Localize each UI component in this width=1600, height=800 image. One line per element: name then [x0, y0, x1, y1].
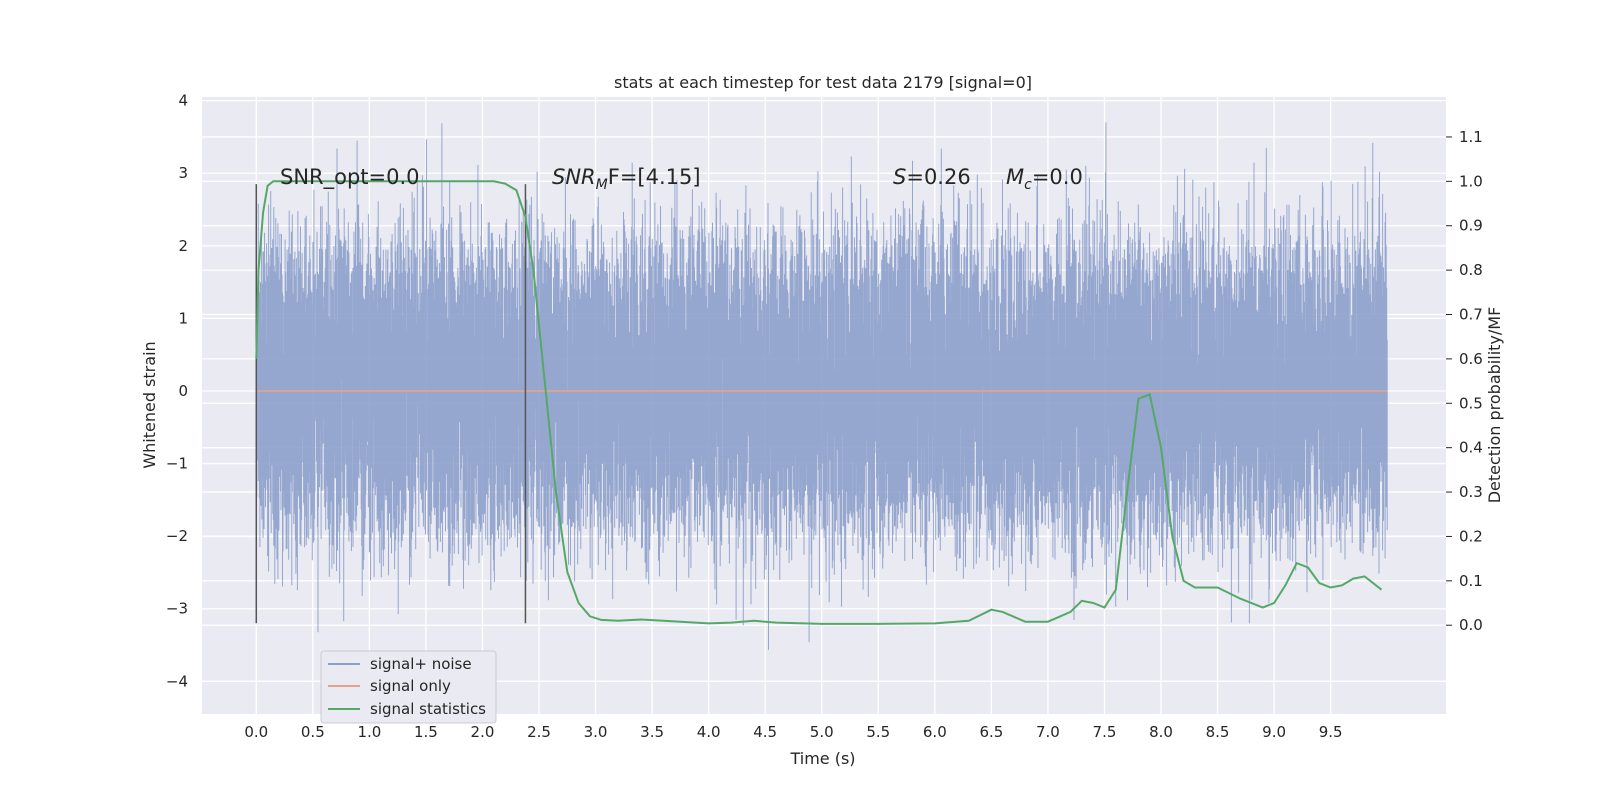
legend-label-signal-noise: signal+ noise: [370, 655, 472, 673]
x-axis-label: Time (s): [789, 749, 855, 768]
x-tick-label: 7.5: [1093, 723, 1117, 741]
y2-tick-label: 0.8: [1459, 261, 1483, 279]
x-tick-label: 2.5: [527, 723, 551, 741]
y2-tick-label: 0.2: [1459, 527, 1483, 545]
y-tick-label: 2: [178, 237, 188, 255]
y-tick-label: 4: [178, 92, 188, 110]
y2-tick-label: 0.1: [1459, 572, 1483, 590]
x-tick-label: 5.5: [866, 723, 890, 741]
annotation-snr-opt: SNR_opt=0.0: [280, 165, 420, 190]
y2-tick-label: 0.7: [1459, 306, 1483, 324]
x-tick-label: 9.5: [1319, 723, 1343, 741]
y-tick-label: −4: [166, 672, 188, 690]
annotation-snr-mf: SNRMF=[4.15]: [552, 165, 701, 193]
annotation-s-var: S: [893, 165, 906, 189]
annotation-s: S=0.26: [893, 165, 971, 189]
annotation-snr-mf-sub: M: [596, 177, 608, 193]
annotation-snr-mf-var: SNR: [552, 165, 596, 189]
annotation-mc: Mc=0.0: [1006, 165, 1083, 193]
x-tick-label: 0.5: [301, 723, 325, 741]
y2-tick-label: 0.0: [1459, 616, 1483, 634]
x-tick-label: 7.0: [1036, 723, 1060, 741]
y2-tick-label: 0.4: [1459, 439, 1483, 457]
y2-tick-label: 0.9: [1459, 217, 1483, 235]
annotation-mc-var: M: [1006, 165, 1024, 189]
legend-box: [320, 650, 497, 724]
annotation-mc-sub: c: [1024, 177, 1032, 193]
x-tick-label: 8.0: [1149, 723, 1173, 741]
y2-tick-labels: 1.1 1.0 0.9 0.8 0.7 0.6 0.5 0.4 0.3 0.2 0.1 0.0: [1446, 128, 1483, 634]
y-tick-label: 0: [178, 382, 188, 400]
x-tick-label: 1.0: [357, 723, 381, 741]
x-tick-label: 0.0: [244, 723, 268, 741]
y-tick-label: −1: [166, 455, 188, 473]
x-tick-label: 2.0: [471, 723, 495, 741]
x-tick-labels: 0.0 0.5 1.0 1.5 2.0 2.5 3.0 3.5 4.0 4.5 5.0 5.5 6.0 6…: [244, 723, 1342, 741]
x-tick-label: 9.0: [1262, 723, 1286, 741]
y2-axis-label: Detection probability/MF: [1485, 307, 1504, 504]
chart-title: stats at each timestep for test data 217…: [614, 73, 1032, 92]
x-tick-label: 6.0: [923, 723, 947, 741]
y2-tick-label: 1.0: [1459, 172, 1483, 190]
x-tick-label: 6.5: [979, 723, 1003, 741]
x-tick-label: 4.0: [697, 723, 721, 741]
legend-label-signal-only: signal only: [370, 677, 451, 695]
y-tick-labels: 4 3 2 1 0 −1 −2 −3 −4: [166, 92, 188, 691]
annotation-s-rest: =0.26: [906, 165, 970, 189]
legend: signal+ noise signal only signal statist…: [320, 650, 497, 724]
annotation-snr-mf-rest: F=[4.15]: [608, 165, 701, 189]
y2-tick-label: 0.3: [1459, 483, 1483, 501]
y-tick-label: −3: [166, 600, 188, 618]
legend-label-signal-statistics: signal statistics: [370, 700, 486, 718]
y-axis-label: Whitened strain: [140, 341, 159, 468]
x-tick-label: 4.5: [753, 723, 777, 741]
x-tick-label: 3.0: [584, 723, 608, 741]
y-tick-label: 1: [178, 309, 188, 327]
y2-tick-label: 1.1: [1459, 128, 1483, 146]
y-tick-label: −2: [166, 527, 188, 545]
y2-tick-label: 0.5: [1459, 394, 1483, 412]
vertical-markers: [255, 184, 527, 624]
series-signal-statistics: [255, 180, 1383, 625]
x-tick-label: 8.5: [1206, 723, 1230, 741]
y-tick-label: 3: [178, 164, 188, 182]
x-tick-label: 5.0: [810, 723, 834, 741]
x-tick-label: 1.5: [414, 723, 438, 741]
x-tick-label: 3.5: [640, 723, 664, 741]
annotation-mc-rest: =0.0: [1032, 165, 1083, 189]
y2-tick-label: 0.6: [1459, 350, 1483, 368]
